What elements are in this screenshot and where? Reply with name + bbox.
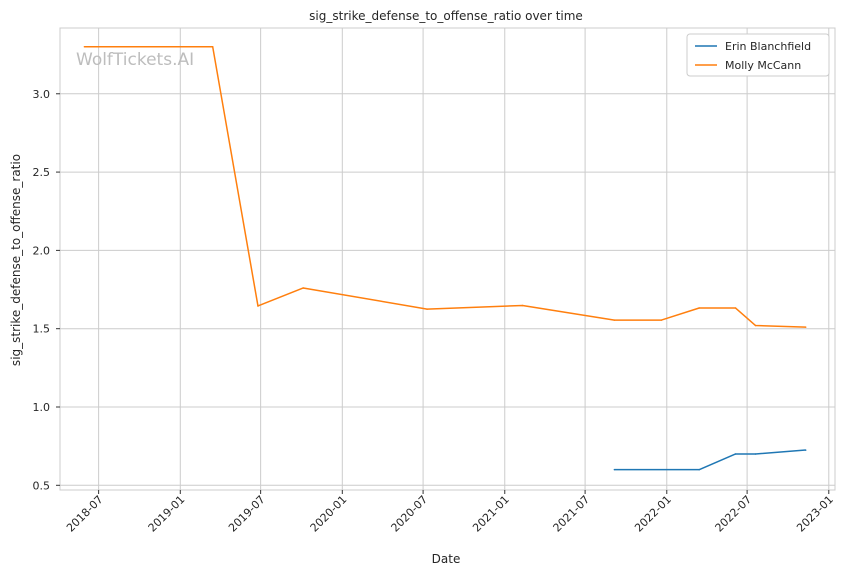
x-tick-label: 2022-07: [713, 493, 755, 535]
data-point: [211, 46, 214, 48]
data-point: [613, 319, 616, 321]
data-point: [426, 308, 428, 310]
data-point: [734, 453, 737, 455]
data-point: [83, 46, 86, 48]
y-tick-label: 3.0: [33, 88, 51, 101]
plot-area: [59, 27, 836, 491]
legend-box: [686, 33, 830, 77]
series-line: [84, 46, 806, 328]
data-point: [698, 468, 700, 471]
series-lines: [83, 46, 807, 471]
data-point: [804, 326, 807, 328]
data-point: [302, 287, 304, 289]
legend: Erin Blanchfield Molly McCann: [686, 33, 830, 77]
x-tick-label: 2018-07: [64, 493, 106, 535]
data-point: [804, 449, 807, 451]
x-axis-label: Date: [432, 552, 461, 566]
y-axis-ticks: 0.5 1.0 1.5 2.0 2.5 3.0: [33, 88, 60, 492]
grid: [60, 28, 835, 490]
legend-label: Molly McCann: [725, 59, 801, 72]
x-tick-label: 2020-07: [389, 493, 431, 535]
y-tick-label: 1.5: [33, 323, 51, 336]
data-point: [754, 324, 757, 327]
data-point: [521, 304, 524, 307]
x-tick-label: 2019-01: [146, 493, 188, 535]
y-tick-label: 1.0: [33, 401, 51, 414]
y-axis-label: sig_strike_defense_to_offense_ratio: [9, 154, 23, 366]
series-molly-mccann: [83, 46, 807, 328]
x-tick-label: 2023-01: [794, 493, 836, 535]
data-point: [660, 319, 663, 321]
data-point: [698, 307, 700, 309]
watermark: WolfTickets.AI: [76, 50, 194, 70]
series-line: [614, 449, 806, 471]
data-point: [257, 305, 259, 307]
y-tick-label: 0.5: [33, 479, 51, 492]
series-erin-blanchfield: [613, 449, 807, 471]
chart-title: sig_strike_defense_to_offense_ratio over…: [309, 9, 583, 23]
x-axis-ticks: 2018-07 2019-01 2019-07 2020-01 2020-07 2021-…: [64, 490, 836, 535]
data-point: [754, 453, 757, 455]
y-tick-label: 2.0: [33, 244, 51, 257]
y-tick-label: 2.5: [33, 166, 51, 179]
x-tick-label: 2019-07: [226, 493, 268, 535]
x-tick-label: 2020-01: [308, 493, 350, 535]
x-tick-label: 2021-01: [470, 493, 512, 535]
data-point: [613, 468, 616, 471]
x-tick-label: 2021-07: [551, 493, 593, 535]
legend-label: Erin Blanchfield: [725, 40, 811, 53]
x-tick-label: 2022-01: [632, 493, 674, 535]
data-point: [734, 307, 737, 309]
